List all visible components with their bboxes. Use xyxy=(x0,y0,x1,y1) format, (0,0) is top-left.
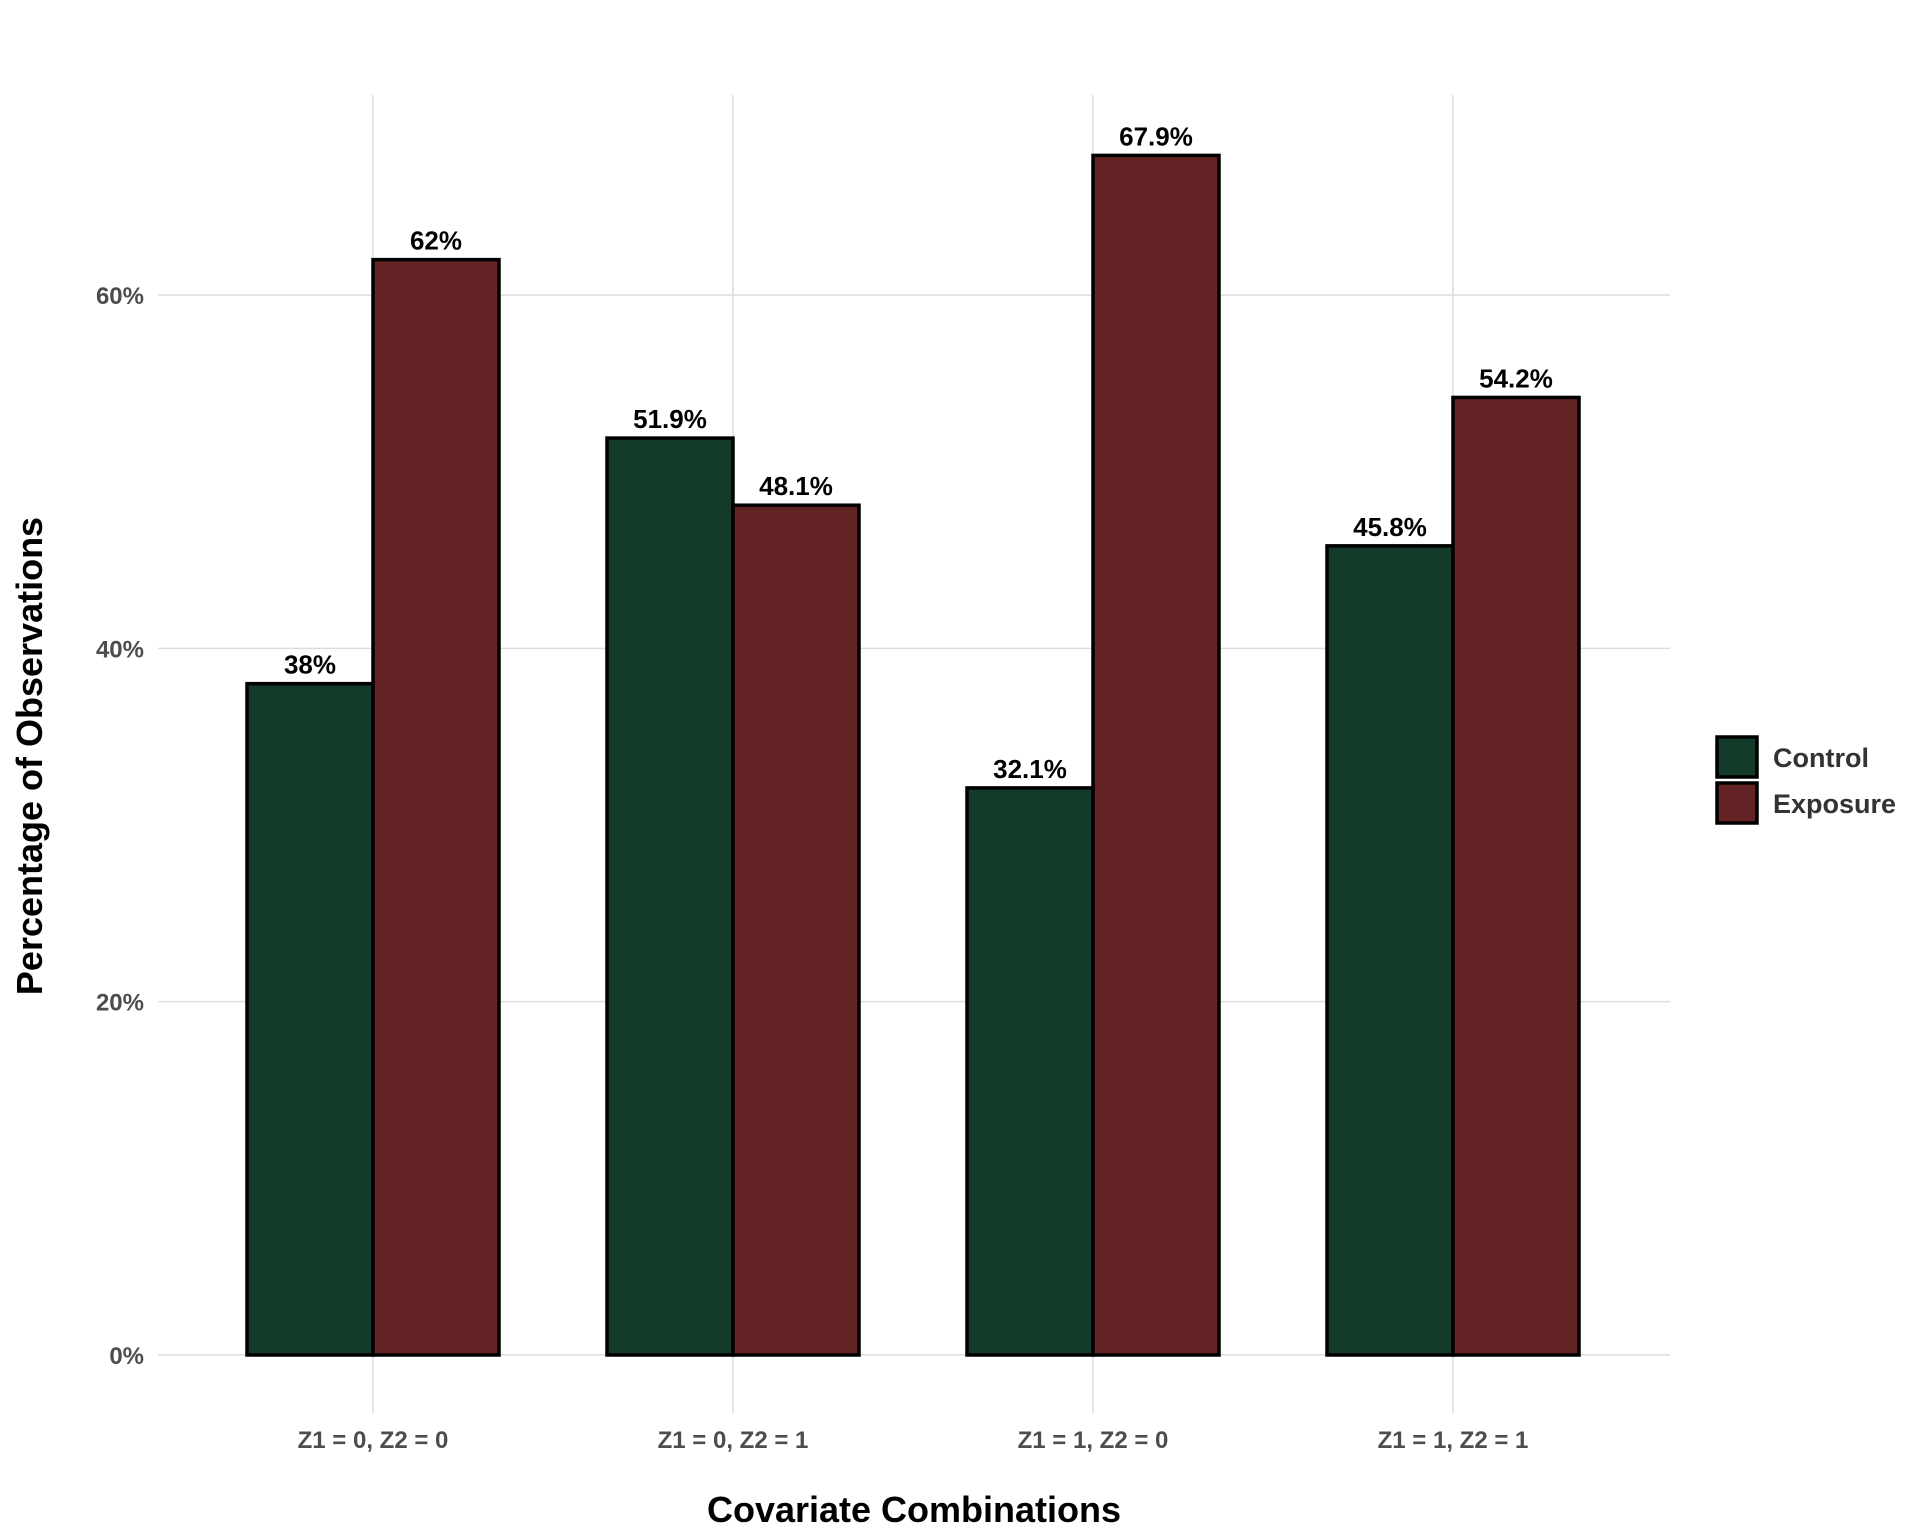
legend: Control Exposure xyxy=(1715,735,1896,825)
data-label-exposure: 48.1% xyxy=(759,471,833,501)
y-tick-label: 60% xyxy=(96,283,144,310)
x-axis-ticks: Z1 = 0, Z2 = 0 Z1 = 0, Z2 = 1 Z1 = 1, Z2 =… xyxy=(298,1427,1529,1454)
bar-control xyxy=(245,681,375,1357)
x-tick-label: Z1 = 1, Z2 = 0 xyxy=(1018,1427,1169,1454)
data-label-control: 51.9% xyxy=(633,404,707,434)
data-label-exposure: 67.9% xyxy=(1119,121,1193,151)
bar-control xyxy=(605,436,735,1357)
x-tick-label: Z1 = 0, Z2 = 1 xyxy=(658,1427,809,1454)
y-axis-title: Percentage of Observations xyxy=(9,517,50,995)
data-label-exposure: 54.2% xyxy=(1479,363,1553,393)
x-axis-title: Covariate Combinations xyxy=(707,1489,1121,1530)
bar-exposure xyxy=(371,257,501,1357)
data-label-control: 38% xyxy=(284,650,336,680)
legend-key-control xyxy=(1715,735,1759,779)
y-tick-label: 20% xyxy=(96,990,144,1017)
bar-exposure xyxy=(1451,395,1581,1357)
x-tick-label: Z1 = 0, Z2 = 0 xyxy=(298,1427,449,1454)
data-labels: 38% 62% 51.9% 48.1% 32.1% 67.9% 45.8% 54.2% xyxy=(284,121,1553,783)
x-tick-label: Z1 = 1, Z2 = 1 xyxy=(1378,1427,1529,1454)
legend-key-exposure xyxy=(1715,781,1759,825)
legend-label-exposure: Exposure xyxy=(1773,789,1896,819)
data-label-exposure: 62% xyxy=(410,226,462,256)
bar-exposure xyxy=(731,503,861,1357)
bar-exposure xyxy=(1091,153,1221,1357)
data-label-control: 32.1% xyxy=(993,754,1067,784)
legend-label-control: Control xyxy=(1773,743,1869,773)
y-tick-label: 0% xyxy=(109,1343,144,1370)
y-tick-label: 40% xyxy=(96,636,144,663)
bar-control xyxy=(1325,544,1455,1357)
y-axis-ticks: 0% 20% 40% 60% xyxy=(96,283,144,1370)
data-label-control: 45.8% xyxy=(1353,512,1427,542)
bar-control xyxy=(965,786,1095,1357)
bars xyxy=(245,153,1581,1357)
